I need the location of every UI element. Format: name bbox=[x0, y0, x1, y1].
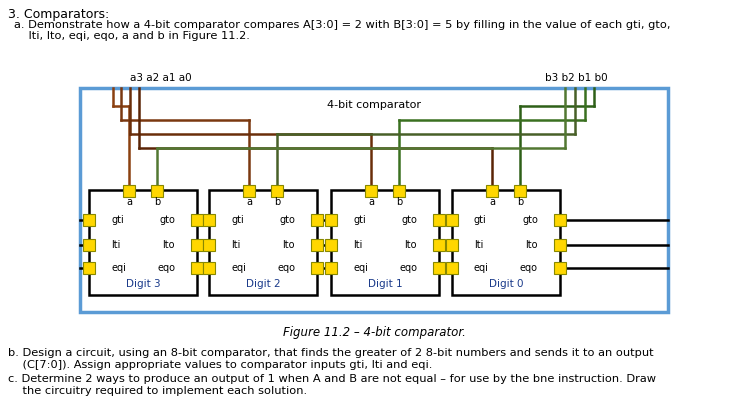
Text: Digit 2: Digit 2 bbox=[245, 279, 280, 289]
Bar bbox=[203, 239, 215, 251]
Text: eqo: eqo bbox=[157, 263, 175, 273]
Text: b3 b2 b1 b0: b3 b2 b1 b0 bbox=[545, 73, 608, 83]
Text: eqi: eqi bbox=[231, 263, 246, 273]
Bar bbox=[365, 185, 377, 197]
Bar bbox=[325, 239, 337, 251]
Text: a: a bbox=[368, 197, 374, 207]
Text: gti: gti bbox=[353, 215, 366, 225]
Bar bbox=[325, 262, 337, 274]
Text: gti: gti bbox=[111, 215, 123, 225]
Bar bbox=[433, 214, 445, 226]
Bar bbox=[271, 185, 283, 197]
Text: gto: gto bbox=[401, 215, 417, 225]
Text: lti: lti bbox=[231, 240, 240, 250]
Text: Digit 0: Digit 0 bbox=[488, 279, 523, 289]
Bar bbox=[554, 239, 566, 251]
Text: (C[7:0]). Assign appropriate values to comparator inputs gti, lti and eqi.: (C[7:0]). Assign appropriate values to c… bbox=[8, 360, 432, 370]
Text: c. Determine 2 ways to produce an output of 1 when A and B are not equal – for u: c. Determine 2 ways to produce an output… bbox=[8, 374, 656, 384]
Bar bbox=[191, 262, 203, 274]
Text: eqi: eqi bbox=[474, 263, 489, 273]
Bar bbox=[446, 262, 458, 274]
Text: Figure 11.2 – 4-bit comparator.: Figure 11.2 – 4-bit comparator. bbox=[282, 326, 466, 339]
Bar bbox=[452, 190, 560, 295]
Text: gto: gto bbox=[159, 215, 175, 225]
Bar bbox=[83, 262, 95, 274]
Text: b: b bbox=[274, 197, 280, 207]
Bar bbox=[123, 185, 135, 197]
Text: 4-bit comparator: 4-bit comparator bbox=[327, 100, 421, 110]
Text: lto: lto bbox=[404, 240, 417, 250]
Text: lti: lti bbox=[111, 240, 120, 250]
Text: eqo: eqo bbox=[277, 263, 295, 273]
Text: lto: lto bbox=[163, 240, 175, 250]
Bar bbox=[151, 185, 163, 197]
Bar bbox=[311, 262, 323, 274]
Text: lti: lti bbox=[353, 240, 362, 250]
Text: gto: gto bbox=[522, 215, 538, 225]
Bar bbox=[446, 214, 458, 226]
Text: gti: gti bbox=[474, 215, 487, 225]
Text: the circuitry required to implement each solution.: the circuitry required to implement each… bbox=[8, 386, 307, 396]
Text: a: a bbox=[126, 197, 132, 207]
Bar bbox=[331, 190, 439, 295]
Bar bbox=[433, 239, 445, 251]
Text: lti, lto, eqi, eqo, a and b in Figure 11.2.: lti, lto, eqi, eqo, a and b in Figure 11… bbox=[14, 31, 250, 41]
Bar bbox=[311, 214, 323, 226]
Text: b: b bbox=[154, 197, 160, 207]
Bar bbox=[80, 88, 668, 312]
Bar bbox=[191, 239, 203, 251]
Text: lto: lto bbox=[282, 240, 295, 250]
Bar bbox=[89, 190, 197, 295]
Bar bbox=[191, 214, 203, 226]
Bar bbox=[514, 185, 526, 197]
Bar bbox=[433, 262, 445, 274]
Text: lto: lto bbox=[525, 240, 538, 250]
Text: gti: gti bbox=[231, 215, 244, 225]
Text: a. Demonstrate how a 4-bit comparator compares A[3:0] = 2 with B[3:0] = 5 by fil: a. Demonstrate how a 4-bit comparator co… bbox=[14, 20, 670, 30]
Bar bbox=[83, 239, 95, 251]
Bar bbox=[554, 262, 566, 274]
Text: lti: lti bbox=[474, 240, 483, 250]
Text: gto: gto bbox=[279, 215, 295, 225]
Bar bbox=[203, 214, 215, 226]
Text: eqi: eqi bbox=[111, 263, 126, 273]
Bar bbox=[554, 214, 566, 226]
Text: eqi: eqi bbox=[353, 263, 368, 273]
Text: a: a bbox=[246, 197, 252, 207]
Text: b: b bbox=[517, 197, 523, 207]
Text: eqo: eqo bbox=[399, 263, 417, 273]
Text: Digit 1: Digit 1 bbox=[368, 279, 402, 289]
Bar bbox=[243, 185, 255, 197]
Bar bbox=[446, 239, 458, 251]
Bar bbox=[83, 214, 95, 226]
Bar bbox=[325, 214, 337, 226]
Bar bbox=[393, 185, 405, 197]
Text: 3. Comparators:: 3. Comparators: bbox=[8, 8, 109, 21]
Bar bbox=[486, 185, 498, 197]
Bar bbox=[311, 239, 323, 251]
Bar bbox=[209, 190, 317, 295]
Text: a: a bbox=[489, 197, 495, 207]
Text: eqo: eqo bbox=[520, 263, 538, 273]
Text: b: b bbox=[396, 197, 402, 207]
Text: b. Design a circuit, using an 8-bit comparator, that finds the greater of 2 8-bi: b. Design a circuit, using an 8-bit comp… bbox=[8, 348, 653, 358]
Text: a3 a2 a1 a0: a3 a2 a1 a0 bbox=[130, 73, 191, 83]
Text: Digit 3: Digit 3 bbox=[126, 279, 160, 289]
Bar bbox=[203, 262, 215, 274]
